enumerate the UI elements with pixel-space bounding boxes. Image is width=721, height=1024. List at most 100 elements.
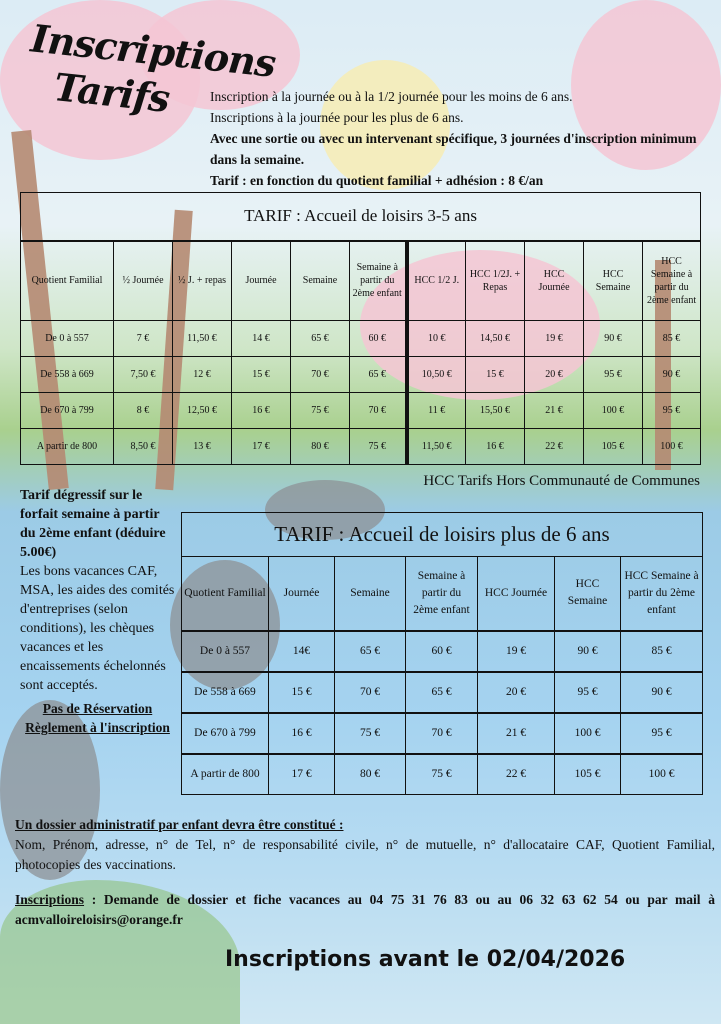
price-cell: 11,50 € [404, 428, 466, 465]
price-cell: 80 € [290, 428, 350, 465]
intro-line: Inscription à la journée ou à la 1/2 jou… [210, 89, 573, 104]
column-header: Journée [231, 240, 291, 321]
table-row: De 670 à 799 8 €12,50 €16 €75 €70 €11 €15… [20, 392, 702, 429]
price-cell: 65 € [334, 629, 406, 672]
price-cell: 95 € [641, 392, 702, 429]
payment-note: Les bons vacances CAF, MSA, les aides de… [20, 564, 175, 693]
price-cell: 95 € [554, 670, 621, 713]
side-info: Tarif dégressif sur le forfait semaine à… [20, 486, 175, 737]
table-row: A partir de 800 17 €80 €75 €22 €105 €100 … [181, 752, 704, 795]
column-header: ½ Journée [113, 240, 173, 321]
column-header: HCC Semaine à partir du 2ème enfant [641, 240, 702, 321]
price-cell: 70 € [290, 356, 350, 393]
quotient-cell: A partir de 800 [20, 428, 114, 465]
price-cell: 14€ [268, 629, 335, 672]
price-cell: 95 € [619, 711, 704, 754]
column-header: ½ J. + repas [172, 240, 232, 321]
price-cell: 90 € [554, 629, 621, 672]
price-cell: 70 € [405, 711, 478, 754]
price-cell: 7,50 € [113, 356, 173, 393]
column-header: Semaine à partir du 2ème enfant [349, 240, 407, 321]
price-cell: 70 € [349, 392, 407, 429]
table-row: De 558 à 669 15 €70 €65 €20 €95 €90 € [181, 670, 704, 713]
price-cell: 75 € [405, 752, 478, 795]
price-cell: 85 € [619, 629, 704, 672]
price-cell: 8 € [113, 392, 173, 429]
column-header: HCC Journée [524, 240, 584, 321]
price-cell: 19 € [477, 629, 555, 672]
intro-line: Avec une sortie ou avec un intervenant s… [210, 131, 697, 167]
quotient-cell: De 558 à 669 [181, 670, 269, 713]
price-cell: 16 € [465, 428, 525, 465]
tariff-table-3-5: TARIF : Accueil de loisirs 3-5 ans Quoti… [19, 192, 702, 465]
dossier-text: Nom, Prénom, adresse, n° de Tel, n° de r… [15, 837, 715, 872]
price-cell: 16 € [268, 711, 335, 754]
price-cell: 21 € [477, 711, 555, 754]
column-header: Journée [268, 556, 335, 631]
quotient-cell: De 0 à 557 [181, 629, 269, 672]
quotient-cell: De 670 à 799 [181, 711, 269, 754]
intro-line: Tarif : en fonction du quotient familial… [210, 173, 544, 188]
price-cell: 80 € [334, 752, 406, 795]
table-row: De 0 à 557 7 €11,50 €14 €65 €60 €10 €14,5… [20, 320, 702, 357]
price-cell: 13 € [172, 428, 232, 465]
price-cell: 11,50 € [172, 320, 232, 357]
price-cell: 22 € [477, 752, 555, 795]
price-cell: 15,50 € [465, 392, 525, 429]
price-cell: 15 € [231, 356, 291, 393]
price-cell: 11 € [404, 392, 466, 429]
price-cell: 15 € [465, 356, 525, 393]
column-header: HCC Journée [477, 556, 555, 631]
price-cell: 95 € [583, 356, 643, 393]
column-header: Quotient Familial [20, 240, 114, 321]
price-cell: 8,50 € [113, 428, 173, 465]
price-cell: 20 € [477, 670, 555, 713]
dossier-section: Un dossier administratif par enfant devr… [15, 815, 715, 875]
deadline-banner: Inscriptions avant le 02/04/2026 [225, 947, 626, 972]
price-cell: 19 € [524, 320, 584, 357]
quotient-cell: De 0 à 557 [20, 320, 114, 357]
dossier-heading: Un dossier administratif par enfant devr… [15, 817, 344, 832]
column-header: HCC 1/2J. + Repas [465, 240, 525, 321]
price-cell: 65 € [290, 320, 350, 357]
discount-note: Tarif dégressif sur le forfait semaine à… [20, 488, 166, 560]
price-cell: 10,50 € [404, 356, 466, 393]
price-cell: 75 € [290, 392, 350, 429]
price-cell: 17 € [231, 428, 291, 465]
inscriptions-section: Inscriptions : Demande de dossier et fic… [15, 890, 715, 930]
table-title: TARIF : Accueil de loisirs 3-5 ans [19, 192, 702, 242]
hcc-note: HCC Tarifs Hors Communauté de Communes [423, 473, 700, 489]
table-title: TARIF : Accueil de loisirs plus de 6 ans [180, 512, 704, 557]
column-header: HCC Semaine [554, 556, 621, 631]
column-header: Semaine [334, 556, 406, 631]
price-cell: 85 € [641, 320, 702, 357]
price-cell: 65 € [349, 356, 407, 393]
table-row: A partir de 800 8,50 €13 €17 €80 €75 €11,… [20, 428, 702, 465]
price-cell: 14,50 € [465, 320, 525, 357]
column-header: Semaine [290, 240, 350, 321]
price-cell: 100 € [641, 428, 702, 465]
column-header: HCC Semaine [583, 240, 643, 321]
price-cell: 100 € [554, 711, 621, 754]
tariff-table-6-plus: TARIF : Accueil de loisirs plus de 6 ans… [180, 512, 704, 795]
price-cell: 22 € [524, 428, 584, 465]
price-cell: 12 € [172, 356, 232, 393]
intro-line: Inscriptions à la journée pour les plus … [210, 110, 464, 125]
table-row: De 558 à 669 7,50 €12 €15 €70 €65 €10,50 … [20, 356, 702, 393]
column-header: Quotient Familial [181, 556, 269, 631]
inscriptions-contact: : Demande de dossier et fiche vacances a… [15, 892, 715, 927]
price-cell: 7 € [113, 320, 173, 357]
price-cell: 12,50 € [172, 392, 232, 429]
quotient-cell: De 558 à 669 [20, 356, 114, 393]
price-cell: 21 € [524, 392, 584, 429]
price-cell: 17 € [268, 752, 335, 795]
price-cell: 90 € [641, 356, 702, 393]
intro-text: Inscription à la journée ou à la 1/2 jou… [210, 86, 710, 191]
column-header: HCC 1/2 J. [404, 240, 466, 321]
inscriptions-label: Inscriptions [15, 892, 85, 907]
table-row: De 670 à 799 16 €75 €70 €21 €100 €95 € [181, 711, 704, 754]
price-cell: 20 € [524, 356, 584, 393]
price-cell: 16 € [231, 392, 291, 429]
price-cell: 90 € [619, 670, 704, 713]
table-row: De 0 à 557 14€ 65 €60 €19 €90 €85 € [181, 629, 704, 672]
